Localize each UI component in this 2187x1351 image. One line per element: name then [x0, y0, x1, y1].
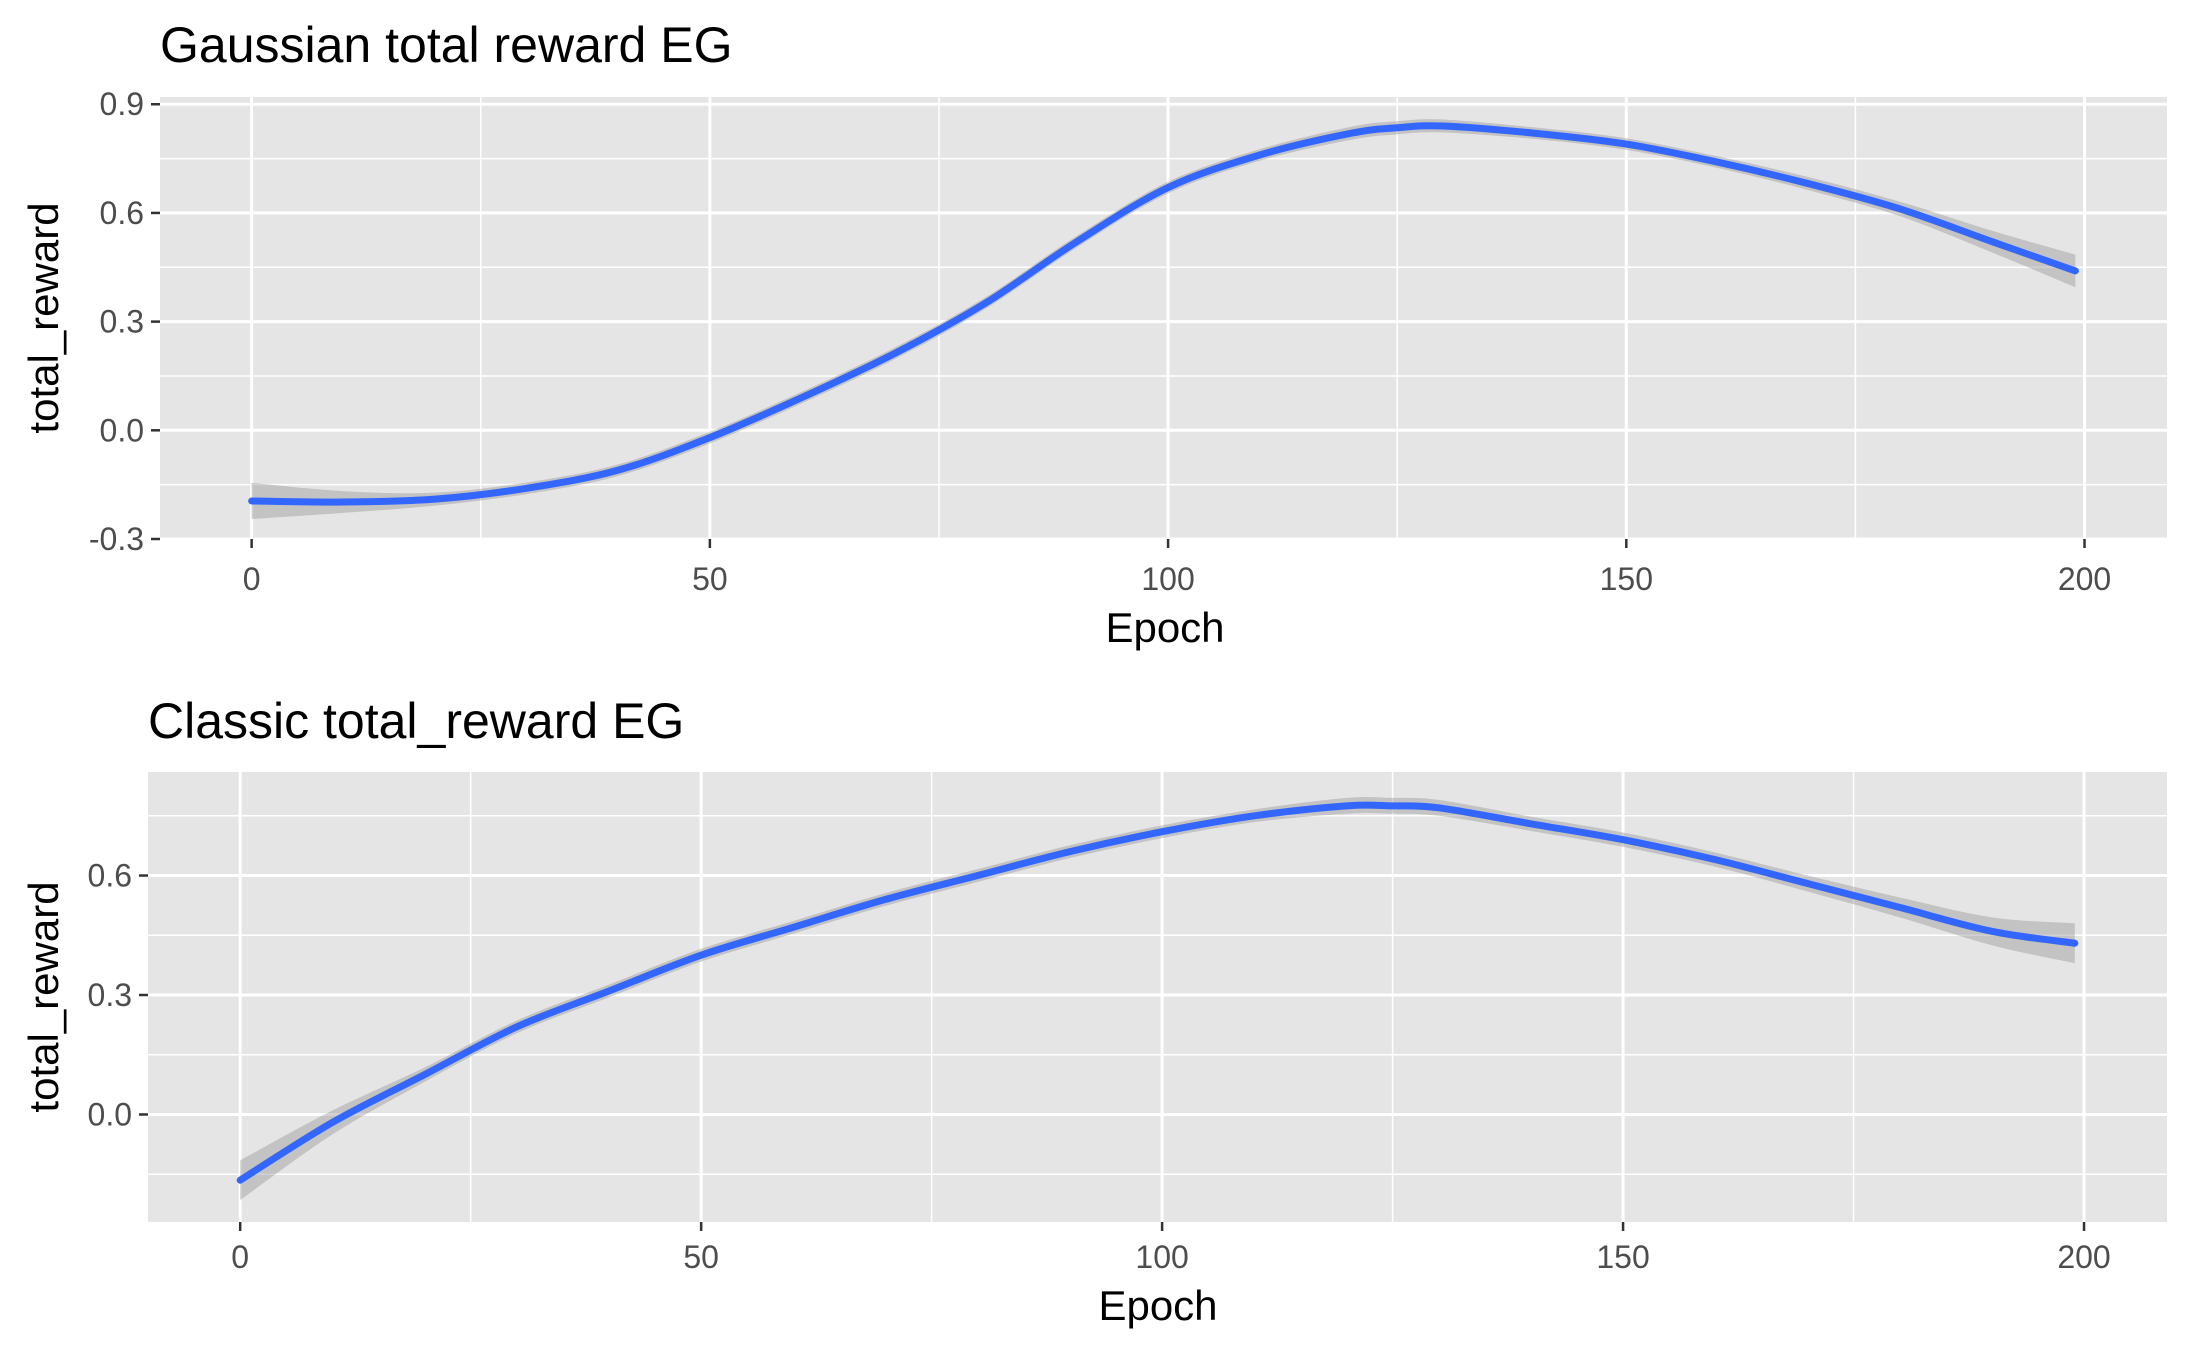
y-axis-label: total_reward	[20, 881, 67, 1112]
y-tick-label: 0.0	[88, 1096, 132, 1132]
gaussian-chart-panel: Gaussian total reward EG 0 50 100 150 200 -0.…	[20, 17, 2167, 651]
x-tick-label: 150	[1600, 561, 1653, 597]
x-tick-label: 100	[1141, 561, 1194, 597]
x-tick-label: 0	[243, 561, 261, 597]
x-tick-label: 0	[231, 1239, 249, 1275]
x-axis-label: Epoch	[1098, 1282, 1217, 1329]
x-tick-label: 50	[683, 1239, 719, 1275]
series-line	[248, 122, 2079, 506]
y-tick-label: 0.0	[100, 412, 144, 448]
y-axis-label: total_reward	[20, 202, 67, 433]
plot-background	[148, 772, 2167, 1222]
axis-ticks: 0 50 100 150 200 0.0 0.3 0.6	[88, 858, 2111, 1275]
smooth-line	[248, 122, 2079, 506]
gridlines	[148, 772, 2167, 1222]
classic-chart-panel: Classic total_reward EG 0 50 100 150 2000.00…	[20, 693, 2167, 1329]
chart-title: Classic total_reward EG	[148, 693, 684, 749]
gridlines	[160, 97, 2167, 541]
y-tick-label: -0.3	[89, 521, 144, 557]
series-line	[236, 801, 2079, 1184]
axis-ticks: 0 50 100 150 200 -0.3 0.0 0.3 0.6 0.9	[89, 86, 2111, 597]
chart-title: Gaussian total reward EG	[160, 17, 733, 73]
plot-background	[160, 97, 2167, 539]
y-tick-label: 0.6	[88, 858, 132, 894]
y-tick-label: 0.6	[100, 195, 144, 231]
x-tick-label: 200	[2057, 1239, 2110, 1275]
x-tick-label: 100	[1135, 1239, 1188, 1275]
x-tick-label: 200	[2058, 561, 2111, 597]
x-tick-label: 50	[692, 561, 728, 597]
smooth-line	[236, 801, 2079, 1184]
y-tick-label: 0.3	[100, 304, 144, 340]
x-tick-label: 150	[1596, 1239, 1649, 1275]
x-axis-label: Epoch	[1105, 604, 1224, 651]
y-tick-label: 0.3	[88, 977, 132, 1013]
y-tick-label: 0.9	[100, 86, 144, 122]
